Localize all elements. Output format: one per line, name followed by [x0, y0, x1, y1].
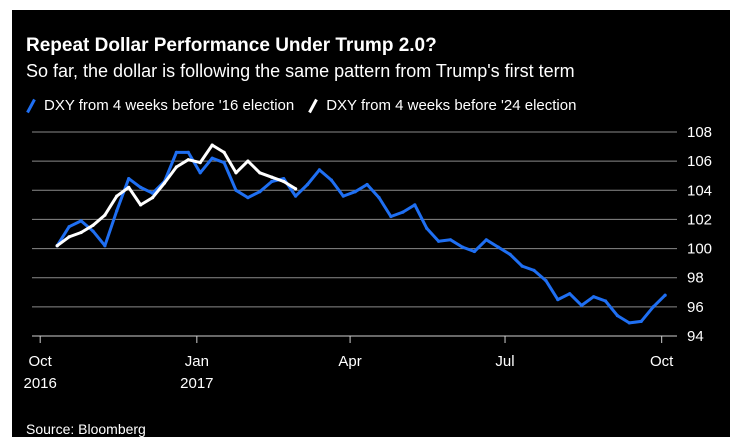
- y-tick-label-102: 102: [687, 211, 712, 228]
- series-0-point: [234, 188, 238, 192]
- series-0-point: [377, 196, 381, 200]
- series-0-point: [186, 150, 190, 154]
- series-1-point: [234, 171, 238, 175]
- series-0-point: [270, 179, 274, 184]
- series-0-point: [151, 191, 155, 195]
- series-0-point: [568, 292, 572, 296]
- x-tick-label-4: Oct: [650, 353, 674, 370]
- line-chart: 108 106 104 102 100 98 96 94 Oct 2016 Jan 2017 Apr Ju…: [24, 124, 713, 392]
- series-0-point: [222, 161, 226, 165]
- series-0-point: [592, 295, 596, 299]
- series-0-point: [580, 303, 584, 307]
- y-tick-label-98: 98: [687, 270, 704, 287]
- series-0-point: [139, 185, 143, 189]
- x-tick-label-1: Jan: [185, 353, 209, 370]
- series-0-point: [425, 226, 429, 230]
- series-0-point: [341, 194, 345, 198]
- chart-title: Repeat Dollar Performance Under Trump 2.…: [26, 35, 437, 56]
- series-0-point: [305, 182, 310, 187]
- x-tick-label-3: Jul: [495, 353, 514, 370]
- series-0-point: [627, 321, 631, 325]
- series-1-point: [222, 150, 226, 154]
- series-0-point: [67, 225, 71, 229]
- chart-panel: Repeat Dollar Performance Under Trump 2.…: [12, 10, 730, 437]
- series-1-point: [270, 175, 274, 179]
- series-1-point: [91, 223, 95, 227]
- series-0-point: [294, 194, 298, 198]
- y-tick-label-108: 108: [687, 124, 712, 141]
- legend-swatch-2024: [308, 98, 319, 113]
- source-note: Source: Bloomberg: [26, 421, 146, 437]
- legend: DXY from 4 weeks before '16 election DXY…: [26, 97, 590, 114]
- series-0-point: [496, 245, 500, 249]
- x-tick-label-2: Apr: [338, 353, 361, 370]
- series-1-point: [79, 230, 83, 235]
- series-0-point: [329, 178, 333, 182]
- y-tick-label-94: 94: [687, 328, 704, 345]
- series-0-point: [639, 319, 643, 323]
- chart-subtitle: So far, the dollar is following the same…: [26, 61, 575, 81]
- series-1-point: [103, 213, 107, 217]
- series-0-point: [556, 298, 560, 302]
- x-tick-sublabel-1: 2017: [180, 375, 213, 392]
- legend-swatch-2016: [26, 98, 36, 113]
- series-1-point: [115, 194, 119, 198]
- series-0-point: [365, 182, 369, 187]
- series-0-point: [317, 168, 321, 172]
- series-0-point: [115, 209, 119, 213]
- series-1-point: [246, 159, 250, 163]
- y-tick-label-104: 104: [687, 182, 712, 199]
- series-0-point: [603, 299, 608, 303]
- series-0-point: [210, 156, 214, 160]
- series-1-point: [174, 165, 178, 169]
- series-1-point: [282, 179, 286, 184]
- series-0-point: [437, 239, 441, 243]
- legend-label-2016: DXY from 4 weeks before '16 election: [44, 97, 295, 114]
- series-0-point: [544, 279, 548, 283]
- series-0-point: [615, 314, 620, 318]
- series-0-point: [282, 177, 286, 181]
- series-0-point: [246, 196, 250, 200]
- series-0-point: [198, 171, 202, 175]
- series-1-point: [162, 181, 167, 185]
- series-1-point: [258, 171, 262, 175]
- series-0-point: [258, 190, 262, 194]
- series-0-point: [651, 305, 655, 309]
- series-0-point: [508, 252, 512, 256]
- x-tick-label-0: Oct: [29, 353, 53, 370]
- y-tick-label-106: 106: [687, 153, 712, 170]
- legend-label-2024: DXY from 4 weeks before '24 election: [326, 97, 577, 114]
- series-0-point: [484, 238, 488, 242]
- series-0-point: [91, 229, 95, 233]
- series-0-point: [532, 268, 536, 272]
- legend-item-2016[interactable]: DXY from 4 weeks before '16 election: [26, 97, 294, 114]
- series-0-point: [79, 219, 83, 223]
- series-0-point: [401, 210, 405, 214]
- series-0-point: [460, 245, 465, 249]
- series-0-point: [353, 190, 357, 194]
- series-line-0: [55, 150, 667, 325]
- series-0-point: [389, 214, 393, 219]
- series-0-point: [663, 293, 667, 297]
- series-1-point: [127, 185, 131, 189]
- series-0-point: [103, 244, 107, 248]
- y-tick-label-100: 100: [687, 241, 712, 258]
- series-0-point: [472, 249, 476, 254]
- series-1-point: [55, 244, 59, 248]
- series-0-point: [448, 238, 453, 242]
- x-tick-sublabel-0: 2016: [24, 375, 57, 392]
- series-0-point: [413, 203, 417, 207]
- series-1-point: [186, 158, 190, 162]
- series-1-point: [151, 196, 155, 200]
- series-1-point: [198, 161, 202, 165]
- series-1-point: [67, 235, 71, 239]
- series-0-point: [520, 264, 524, 268]
- series-0-point: [174, 150, 178, 154]
- legend-item-2024[interactable]: DXY from 4 weeks before '24 election: [308, 97, 576, 114]
- series-1-point: [210, 143, 214, 147]
- series-1-point: [139, 203, 143, 207]
- series-0-point: [127, 177, 131, 181]
- series-1-point: [294, 187, 298, 191]
- y-tick-label-96: 96: [687, 299, 704, 316]
